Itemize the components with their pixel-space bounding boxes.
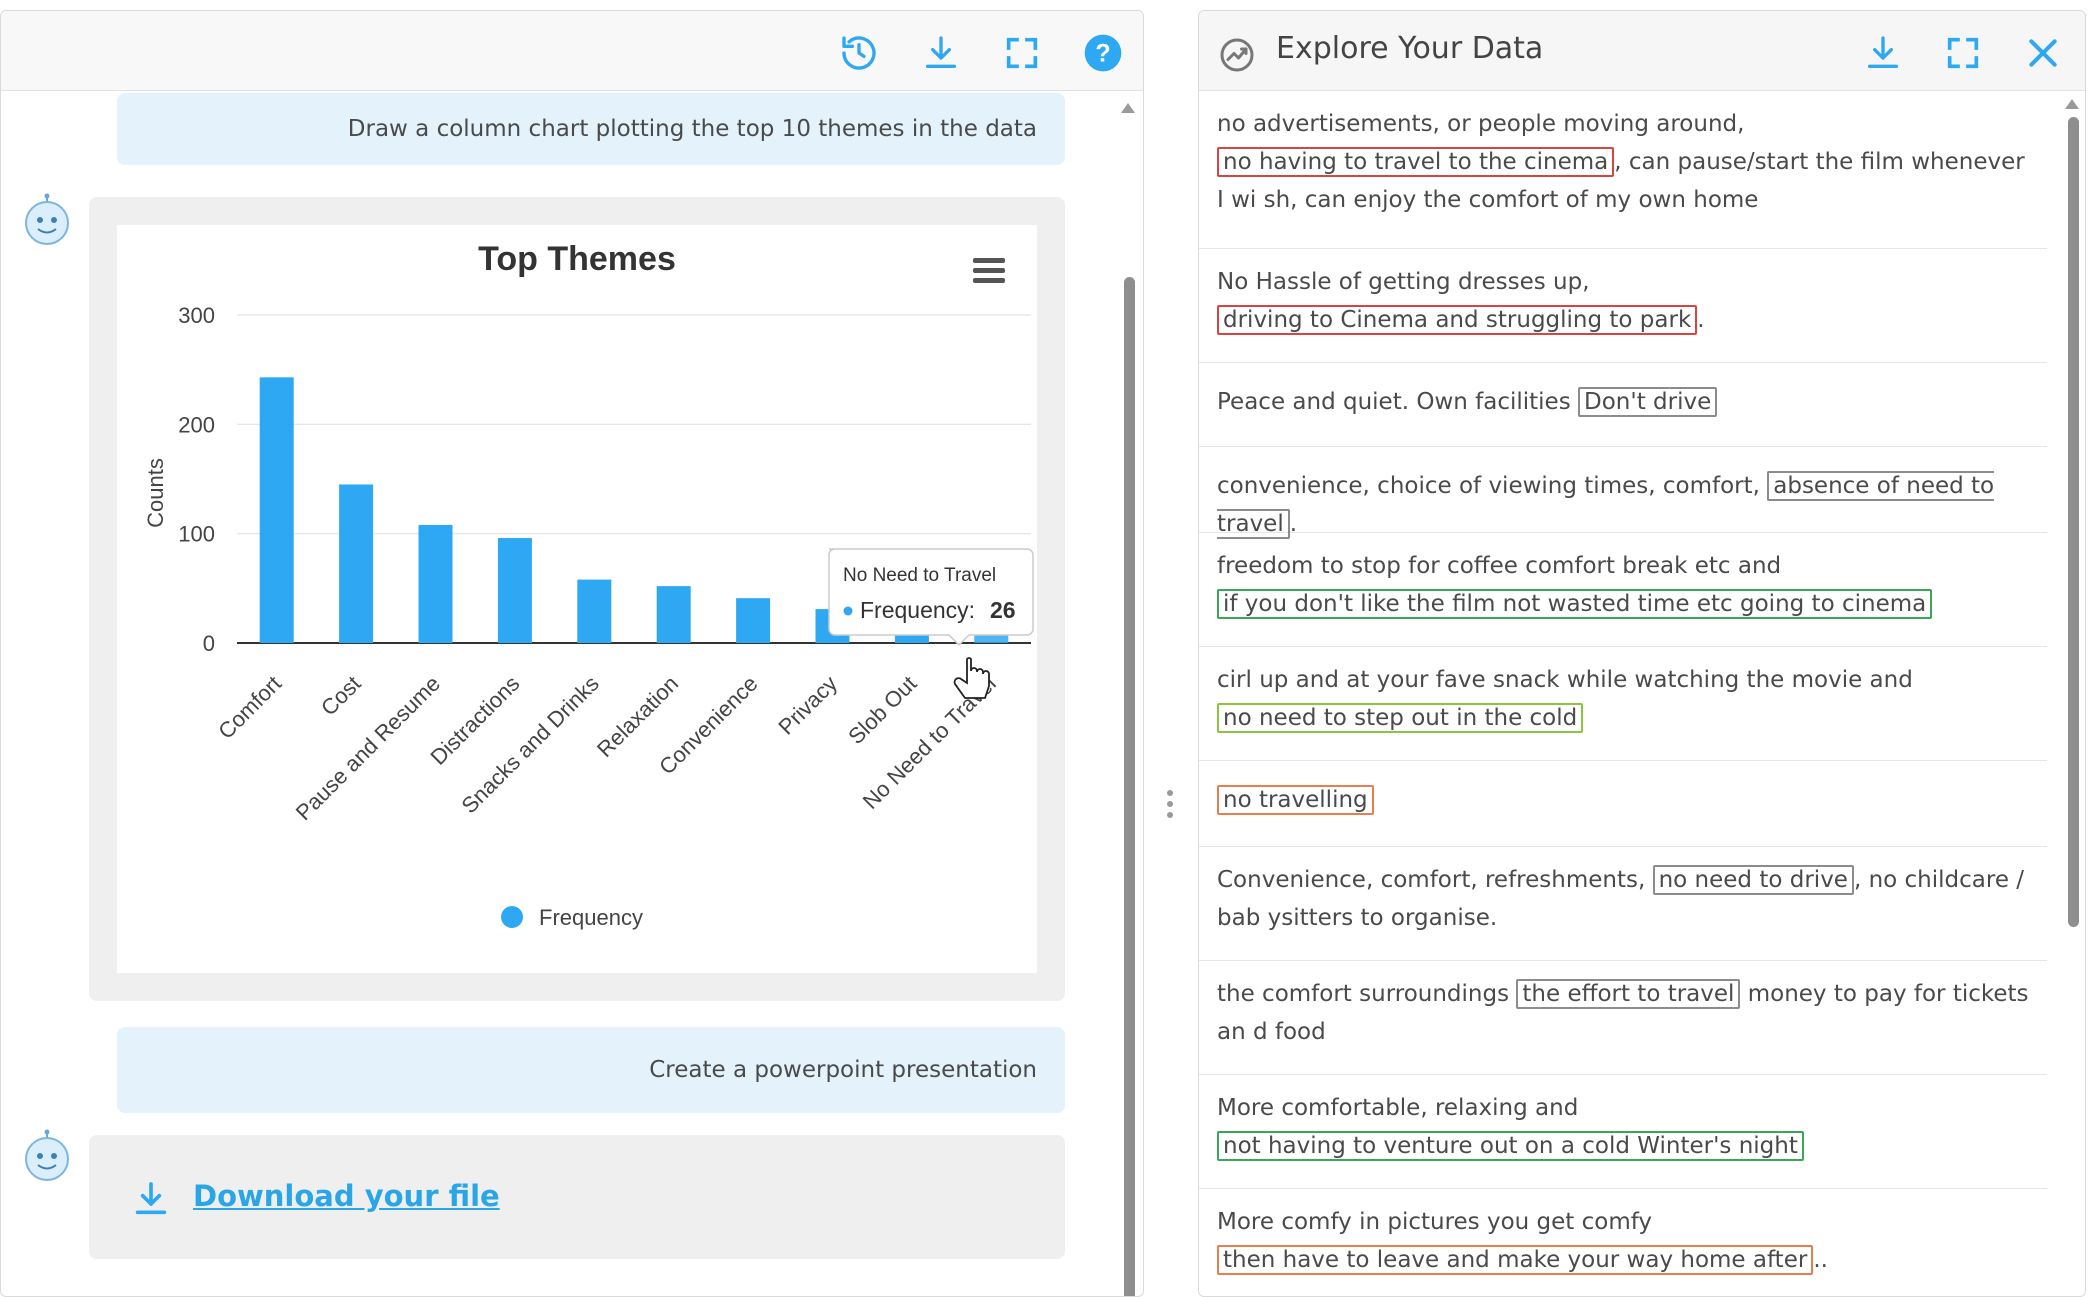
user-message-text: Create a powerpoint presentation <box>649 1057 1037 1083</box>
highlighted-theme[interactable]: if you don't like the film not wasted ti… <box>1217 589 1933 619</box>
tooltip-label: Frequency: <box>860 597 975 623</box>
x-tick-label: Cost <box>316 671 366 721</box>
item-text: More comfortable, relaxing and <box>1217 1095 1579 1121</box>
highlighted-theme[interactable]: no travelling <box>1217 785 1374 815</box>
list-item[interactable]: convenience, choice of viewing times, co… <box>1199 447 2047 539</box>
highlighted-theme[interactable]: then have to leave and make your way hom… <box>1217 1245 1814 1275</box>
y-tick-label: 300 <box>178 303 215 328</box>
chart-container: Top Themes Counts 0 100 200 300 Comfort Cost… <box>117 225 1037 973</box>
x-tick-label: Slob Out <box>843 671 921 749</box>
list-item[interactable]: no travelling <box>1199 761 2047 847</box>
chart-message-card: Top Themes Counts 0 100 200 300 Comfort Cost… <box>89 197 1065 1001</box>
x-tick-label: Comfort <box>213 671 286 744</box>
chart-tooltip: No Need to Travel Frequency: 26 <box>828 548 1034 647</box>
highlighted-theme[interactable]: Don't drive <box>1578 387 1718 417</box>
item-text: Convenience, comfort, refreshments, <box>1217 867 1653 893</box>
explore-data-header: Explore Your Data <box>1199 11 2085 91</box>
item-text: . <box>1697 307 1705 333</box>
bar[interactable] <box>339 484 374 643</box>
close-icon[interactable] <box>2023 33 2063 73</box>
explore-chart-icon <box>1220 38 1254 72</box>
item-text: freedom to stop for coffee comfort break… <box>1217 553 1782 579</box>
item-text: , no childcare / bab ysitters to organis… <box>1217 867 2025 931</box>
highlighted-theme[interactable]: the effort to travel <box>1516 979 1741 1009</box>
hamburger-menu-icon[interactable] <box>973 258 1005 283</box>
scroll-up-arrow[interactable] <box>2065 99 2079 109</box>
list-item[interactable]: More comfy in pictures you get comfy the… <box>1199 1189 2047 1296</box>
item-text: money to pay for tickets an d food <box>1217 981 2029 1045</box>
tooltip-value: 26 <box>990 597 1016 623</box>
list-item[interactable]: Convenience, comfort, refreshments, no n… <box>1199 847 2047 961</box>
history-icon[interactable] <box>837 31 881 75</box>
highlighted-theme[interactable]: not having to venture out on a cold Wint… <box>1217 1131 1804 1161</box>
user-message: Create a powerpoint presentation <box>117 1027 1065 1113</box>
tooltip-category: No Need to Travel <box>843 565 996 586</box>
chat-toolbar: ? <box>1 11 1143 91</box>
download-message-card: Download your file <box>89 1135 1065 1259</box>
download-file-link[interactable]: Download your file <box>193 1179 500 1213</box>
item-text: cirl up and at your fave snack while wat… <box>1217 667 1913 693</box>
highlighted-theme[interactable]: absence of need to travel <box>1217 471 1995 539</box>
list-item[interactable]: freedom to stop for coffee comfort break… <box>1199 533 2047 647</box>
svg-text:?: ? <box>1095 39 1110 67</box>
bot-avatar-icon <box>25 193 69 245</box>
list-item[interactable]: No Hassle of getting dresses up, driving… <box>1199 249 2047 363</box>
bar[interactable] <box>577 579 612 643</box>
bar[interactable] <box>497 538 532 643</box>
fullscreen-icon[interactable] <box>1000 31 1044 75</box>
data-list-scrollbar[interactable] <box>2068 117 2079 927</box>
list-item[interactable]: no advertisements, or people moving arou… <box>1199 91 2047 249</box>
item-text: convenience, choice of viewing times, co… <box>1217 473 1768 499</box>
fullscreen-icon[interactable] <box>1943 33 1983 73</box>
highlighted-theme[interactable]: no need to step out in the cold <box>1217 703 1584 733</box>
download-icon[interactable] <box>919 31 963 75</box>
user-message-text: Draw a column chart plotting the top 10 … <box>347 116 1037 142</box>
bar[interactable] <box>418 524 453 643</box>
help-icon[interactable]: ? <box>1081 31 1125 75</box>
column-chart: Top Themes Counts 0 100 200 300 Comfort Cost… <box>143 240 1034 930</box>
download-icon[interactable] <box>1863 33 1903 73</box>
legend[interactable]: Frequency <box>501 905 643 930</box>
bot-avatar-icon <box>25 1129 69 1181</box>
item-text: the comfort surroundings <box>1217 981 1517 1007</box>
list-item[interactable]: cirl up and at your fave snack while wat… <box>1199 647 2047 761</box>
x-tick-label: Pause and Resume <box>291 671 445 825</box>
x-tick-label: Privacy <box>773 671 842 740</box>
highlighted-theme[interactable]: no need to drive <box>1652 865 1854 895</box>
item-text: no advertisements, or people moving arou… <box>1217 111 1745 137</box>
legend-marker <box>501 906 523 928</box>
item-text: Peace and quiet. Own facilities <box>1217 389 1579 415</box>
panel-title: Explore Your Data <box>1276 31 1544 66</box>
item-text: No Hassle of getting dresses up, <box>1217 269 1590 295</box>
item-text: . <box>1289 511 1298 537</box>
chart-title: Top Themes <box>478 240 676 278</box>
data-item-list: no advertisements, or people moving arou… <box>1199 91 2061 1296</box>
chat-scrollbar[interactable] <box>1124 277 1135 1296</box>
bar[interactable] <box>736 598 771 643</box>
panel-resize-handle[interactable] <box>1162 790 1178 824</box>
chat-panel: ? Draw a column chart plotting the top 1… <box>0 10 1144 1297</box>
item-text: .. <box>1813 1247 1828 1273</box>
y-tick-label: 200 <box>178 412 215 437</box>
scroll-up-arrow[interactable] <box>1121 103 1135 113</box>
bar[interactable] <box>259 377 294 643</box>
list-item[interactable]: Peace and quiet. Own facilities Don't dr… <box>1199 363 2047 447</box>
download-file-icon[interactable] <box>131 1179 171 1219</box>
list-item[interactable]: More comfortable, relaxing and not havin… <box>1199 1075 2047 1189</box>
x-tick-label: Snacks and Drinks <box>456 671 603 818</box>
hand-cursor-icon <box>953 657 990 699</box>
y-axis-label: Counts <box>143 458 168 528</box>
item-text: More comfy in pictures you get comfy <box>1217 1209 1653 1235</box>
y-tick-label: 0 <box>203 631 215 656</box>
user-message: Draw a column chart plotting the top 10 … <box>117 93 1065 165</box>
list-item[interactable]: the comfort surroundings the effort to t… <box>1199 961 2047 1075</box>
chat-messages: Draw a column chart plotting the top 10 … <box>1 91 1121 1296</box>
highlighted-theme[interactable]: no having to travel to the cinema <box>1217 147 1615 177</box>
item-text: , can pause/start the film whenever I wi… <box>1217 149 2025 213</box>
bar[interactable] <box>656 586 691 643</box>
y-tick-label: 100 <box>178 522 215 547</box>
legend-label: Frequency <box>539 905 643 930</box>
highlighted-theme[interactable]: driving to Cinema and struggling to park <box>1217 305 1698 335</box>
explore-data-panel: Explore Your Data no advertisements, or … <box>1198 10 2086 1297</box>
